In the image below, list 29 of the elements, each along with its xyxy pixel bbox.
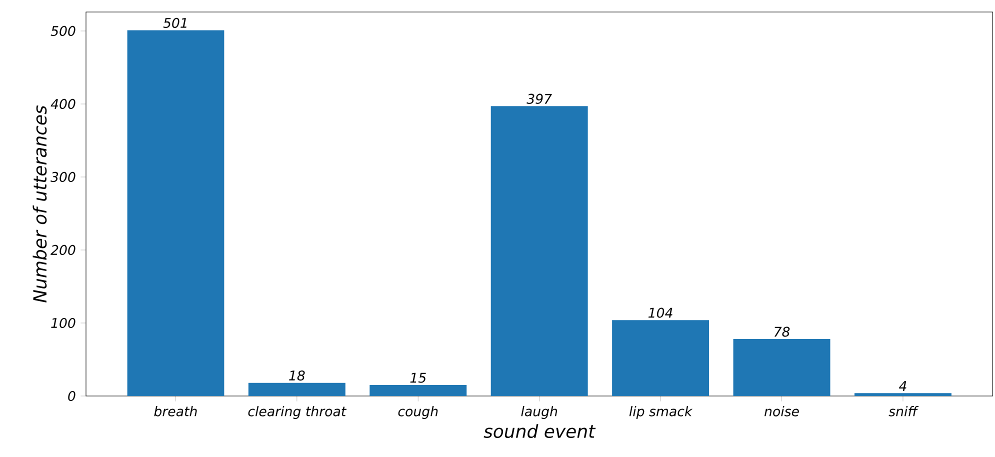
y-tick-label: 100 bbox=[51, 318, 76, 328]
y-axis-title: Number of utterances bbox=[32, 105, 47, 302]
y-tick-label: 500 bbox=[50, 26, 76, 36]
x-tick-label: sniff bbox=[888, 406, 919, 416]
y-tick-label: 0 bbox=[68, 390, 76, 402]
x-tick-label: cough bbox=[398, 406, 438, 419]
y-tick-label: 400 bbox=[50, 98, 76, 110]
data-label: 18 bbox=[289, 370, 305, 381]
x-axis-title: sound event bbox=[484, 424, 596, 438]
data-label: 78 bbox=[774, 326, 790, 337]
data-label: 397 bbox=[526, 94, 552, 104]
x-tick-label: clearing throat bbox=[248, 406, 347, 419]
y-tick-label: 200 bbox=[50, 244, 76, 256]
x-tick-label: breath bbox=[154, 406, 197, 416]
bar bbox=[490, 106, 588, 396]
bar bbox=[733, 339, 830, 396]
x-tick-label: noise bbox=[764, 406, 799, 416]
bar bbox=[127, 30, 224, 396]
bar bbox=[612, 320, 710, 396]
data-label: 15 bbox=[410, 372, 426, 383]
bar bbox=[248, 382, 346, 396]
x-tick-label: laugh bbox=[521, 406, 558, 419]
data-label: 104 bbox=[648, 308, 672, 318]
data-label: 501 bbox=[163, 18, 186, 28]
bar bbox=[854, 393, 952, 396]
x-tick-label: lip smack bbox=[629, 406, 693, 419]
data-label: 4 bbox=[898, 381, 906, 391]
bar bbox=[370, 385, 467, 396]
y-tick-label: 300 bbox=[50, 172, 76, 182]
